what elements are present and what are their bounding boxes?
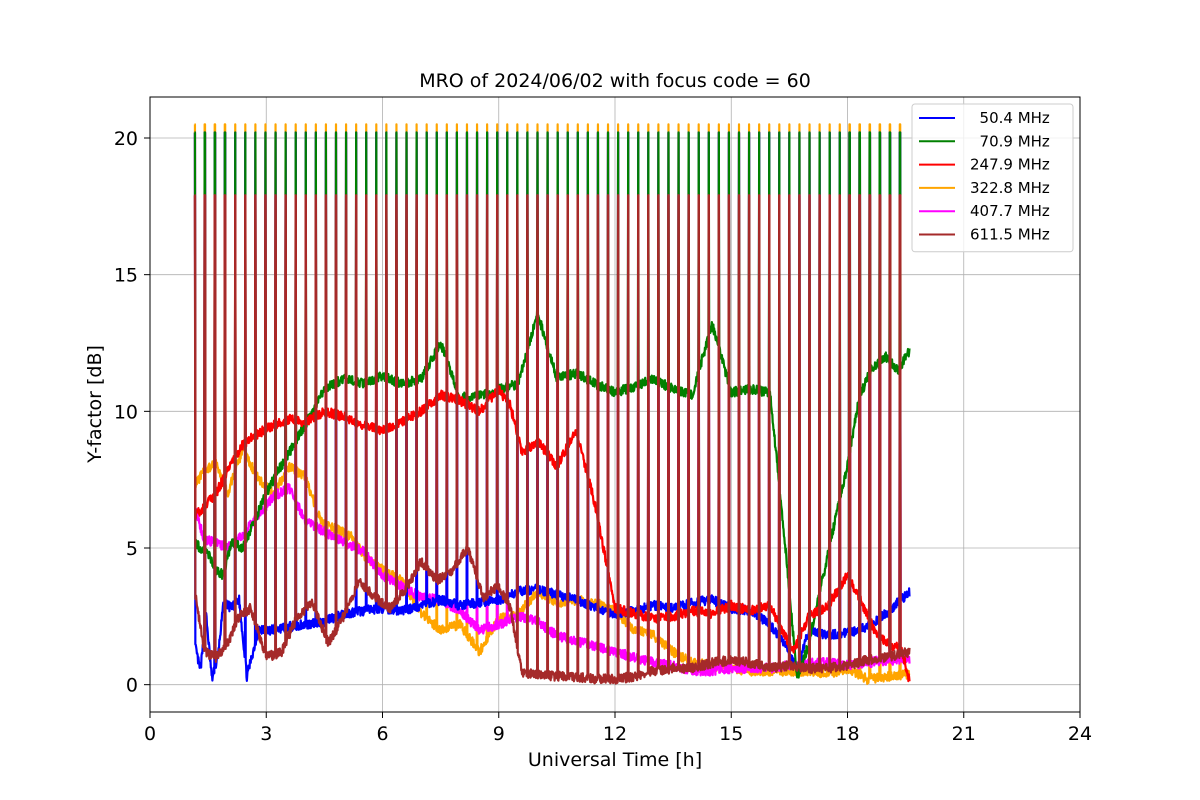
y-tick-label: 0 xyxy=(126,675,138,697)
series-line-3 xyxy=(193,123,911,685)
x-tick-label: 6 xyxy=(376,723,388,745)
legend-entry: 247.9 MHz xyxy=(970,156,1050,174)
x-tick-label: 15 xyxy=(719,723,743,745)
legend-entry: 50.4 MHz xyxy=(970,109,1050,127)
legend: 50.4 MHz 70.9 MHz 247.9 MHz 322.8 MHz 407.7… xyxy=(911,103,1074,253)
legend-entry: 322.8 MHz xyxy=(970,179,1050,197)
x-tick-label: 9 xyxy=(493,723,505,745)
x-tick-label: 3 xyxy=(260,723,272,745)
y-tick-label: 15 xyxy=(114,265,138,287)
legend-entry: 70.9 MHz xyxy=(970,132,1050,150)
chart-title: MRO of 2024/06/02 with focus code = 60 xyxy=(419,70,811,92)
x-tick-label: 24 xyxy=(1068,723,1092,745)
y-tick-label: 10 xyxy=(114,401,138,423)
y-tick-label: 5 xyxy=(126,538,138,560)
series-line-5 xyxy=(193,194,911,685)
y-axis-ticks: 0 5 10 15 20 xyxy=(114,128,150,697)
x-tick-label: 12 xyxy=(603,723,627,745)
x-tick-label: 0 xyxy=(144,723,156,745)
x-tick-label: 18 xyxy=(835,723,859,745)
series-group xyxy=(193,123,911,685)
legend-entry: 407.7 MHz xyxy=(970,202,1050,220)
legend-entry: 611.5 MHz xyxy=(970,226,1050,244)
x-axis-ticks: 0 3 6 9 12 15 18 21 24 xyxy=(144,712,1092,745)
x-axis-label: Universal Time [h] xyxy=(528,749,702,771)
y-tick-label: 20 xyxy=(114,128,138,150)
x-tick-label: 21 xyxy=(952,723,976,745)
y-axis-label: Y-factor [dB] xyxy=(84,345,106,464)
